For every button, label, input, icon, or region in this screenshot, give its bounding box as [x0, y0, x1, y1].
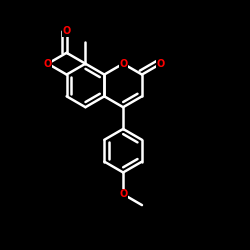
Text: O: O: [44, 59, 52, 69]
Text: O: O: [62, 26, 71, 36]
Text: O: O: [119, 59, 127, 69]
Text: O: O: [157, 59, 165, 69]
Text: O: O: [119, 189, 127, 199]
